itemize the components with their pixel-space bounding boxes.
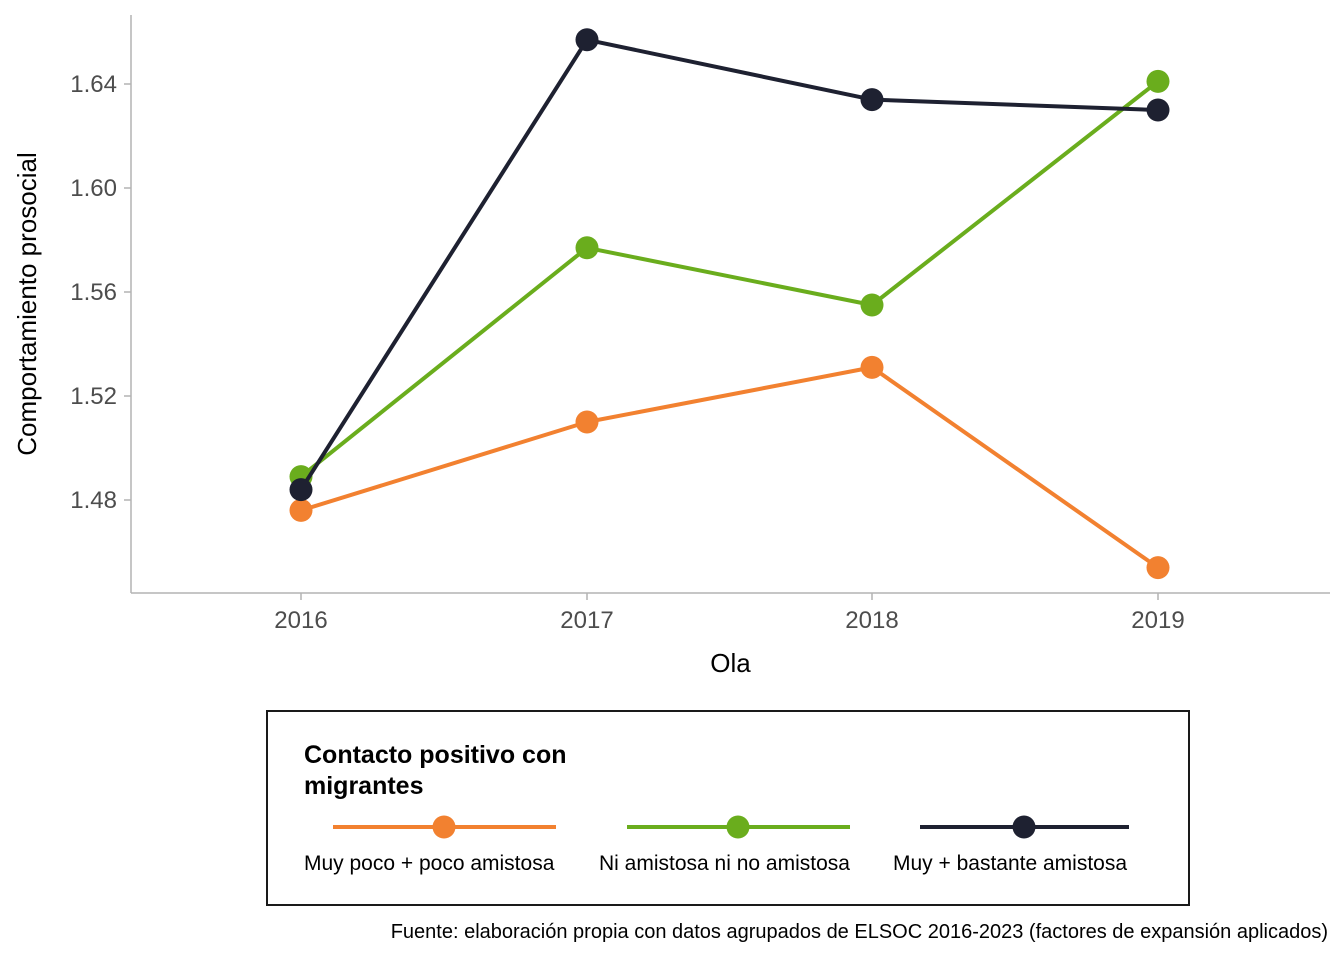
x-tick-label: 2016 [274,607,327,634]
data-point [575,28,599,52]
legend-key-1 [333,815,556,839]
data-point [575,410,599,434]
y-tick-label: 1.56 [70,279,117,306]
series-2 [289,69,1170,489]
legend-key-marker [1012,815,1036,839]
series-line [299,79,1160,479]
data-point [1146,556,1170,580]
axes: 1.48 1.52 1.56 1.60 1.64 2016 2017 2018 2019 Ola C… [12,15,1330,678]
y-tick-label: 1.60 [70,175,117,202]
x-tick-label: 2017 [560,607,613,634]
series-line [299,37,1159,491]
source-caption: Fuente: elaboración propia con datos agr… [390,921,1328,943]
legend-box [266,710,1190,906]
legend-label-series-3: Muy + bastante amistosa [893,852,1128,875]
series-line [300,365,1160,570]
y-tick-label: 1.48 [70,487,117,514]
y-tick-label: 1.52 [70,383,117,410]
x-tick-label: 2018 [845,607,898,634]
y-axis-title: Comportamiento prosocial [12,152,42,455]
legend-title: Contacto positivo con migrantes [304,741,567,800]
legend-key-marker [726,815,750,839]
data-point [1146,98,1170,122]
legend-key-marker [432,815,456,839]
data-point [860,355,884,379]
legend-keys [333,815,1129,839]
data-point [575,236,599,260]
data-point [289,478,313,502]
legend-key-3 [920,815,1129,839]
data-point [289,498,313,522]
data-point [860,293,884,317]
x-tick-label: 2019 [1131,607,1184,634]
data-point [860,88,884,112]
legend-label-series-2: Ni amistosa ni no amistosa [599,852,850,875]
y-tick-label: 1.64 [70,71,117,98]
legend-key-2 [627,815,850,839]
legend-label-series-1: Muy poco + poco amistosa [304,852,555,875]
data-point [1146,69,1170,93]
series-1 [289,355,1170,580]
series-layer [289,28,1170,580]
series-3 [289,28,1170,502]
x-axis-title: Ola [710,648,751,678]
